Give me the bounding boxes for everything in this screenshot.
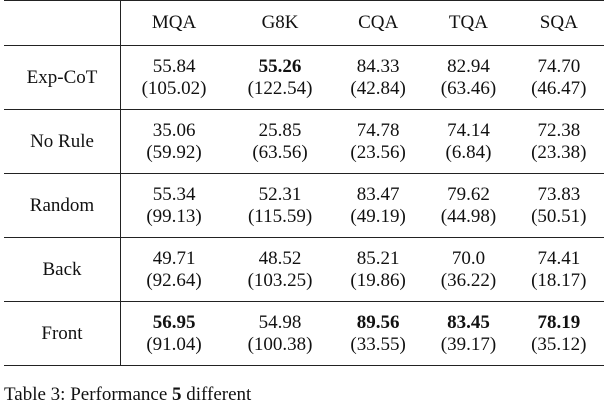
- row-label: Front: [4, 301, 121, 366]
- score: 83.47: [356, 183, 400, 205]
- cell: 89.56 (33.55): [332, 301, 424, 366]
- cell: 79.62 (44.98): [423, 173, 514, 238]
- length: (122.54): [247, 77, 313, 99]
- score: 89.56: [356, 311, 400, 333]
- score: 74.41: [537, 247, 581, 269]
- cell: 35.06 (59.92): [120, 109, 228, 174]
- score: 52.31: [258, 183, 302, 205]
- cell: 72.38 (23.38): [513, 109, 604, 174]
- score: 78.19: [537, 311, 581, 333]
- table-row: Random 55.34 (99.13) 52.31 (115.59) 83.47 (49.…: [4, 173, 604, 238]
- cell: 74.41 (18.17): [513, 237, 604, 302]
- row-label: No Rule: [4, 109, 121, 174]
- length: (63.46): [440, 77, 497, 99]
- length: (44.98): [440, 205, 497, 227]
- length: (59.92): [146, 141, 202, 163]
- caption-prefix: Table 3: Performance: [4, 384, 168, 400]
- cell: 74.14 (6.84): [423, 109, 514, 174]
- score: 74.78: [356, 119, 400, 141]
- length: (35.12): [531, 333, 587, 355]
- cell: 73.83 (50.51): [513, 173, 604, 238]
- column-header: MQA: [120, 0, 228, 46]
- length: (33.55): [350, 333, 406, 355]
- score: 35.06: [152, 119, 196, 141]
- score: 74.70: [537, 55, 581, 77]
- column-header: SQA: [513, 0, 604, 46]
- table-body: Exp-CoT 55.84 (105.02) 55.26 (122.54) 84.33 (4…: [4, 45, 604, 366]
- cell: 56.95 (91.04): [120, 301, 228, 366]
- cell: 52.31 (115.59): [227, 173, 333, 238]
- column-header: TQA: [423, 0, 514, 46]
- length: (6.84): [445, 141, 492, 163]
- cell: 83.47 (49.19): [332, 173, 424, 238]
- row-label: Random: [4, 173, 121, 238]
- score: 85.21: [356, 247, 400, 269]
- score: 55.26: [258, 55, 302, 77]
- score: 56.95: [152, 311, 196, 333]
- score: 84.33: [356, 55, 400, 77]
- length: (49.19): [350, 205, 406, 227]
- score: 25.85: [258, 119, 302, 141]
- score: 74.14: [447, 119, 490, 141]
- cell: 83.45 (39.17): [423, 301, 514, 366]
- cell: 55.26 (122.54): [227, 45, 333, 110]
- table-row: Exp-CoT 55.84 (105.02) 55.26 (122.54) 84.33 (4…: [4, 45, 604, 110]
- row-label: Exp-CoT: [4, 45, 121, 110]
- caption-bold: 5: [172, 384, 182, 400]
- length: (105.02): [141, 77, 207, 99]
- cell: 78.19 (35.12): [513, 301, 604, 366]
- length: (19.86): [350, 269, 406, 291]
- table-row: No Rule 35.06 (59.92) 25.85 (63.56) 74.78 (23.…: [4, 109, 604, 174]
- table-row: Front 56.95 (91.04) 54.98 (100.38) 89.56 (33.5…: [4, 301, 604, 366]
- length: (50.51): [531, 205, 587, 227]
- caption: Table 3: Performance 5 different: [4, 384, 251, 400]
- table-row: Back 49.71 (92.64) 48.52 (103.25) 85.21 (19.86…: [4, 237, 604, 302]
- length: (42.84): [350, 77, 406, 99]
- cell: 54.98 (100.38): [227, 301, 333, 366]
- length: (46.47): [531, 77, 587, 99]
- length: (23.38): [531, 141, 587, 163]
- cell: 74.78 (23.56): [332, 109, 424, 174]
- score: 82.94: [447, 55, 490, 77]
- length: (91.04): [146, 333, 202, 355]
- score: 49.71: [152, 247, 196, 269]
- cell: 55.84 (105.02): [120, 45, 228, 110]
- column-header: CQA: [332, 0, 424, 46]
- cell: 82.94 (63.46): [423, 45, 514, 110]
- score: 70.0: [451, 247, 486, 269]
- score: 79.62: [447, 183, 490, 205]
- corner-cell: [4, 0, 121, 46]
- length: (36.22): [440, 269, 497, 291]
- score: 73.83: [537, 183, 581, 205]
- row-label: Back: [4, 237, 121, 302]
- length: (115.59): [247, 205, 313, 227]
- caption-rest: different: [186, 384, 252, 400]
- cell: 84.33 (42.84): [332, 45, 424, 110]
- length: (18.17): [531, 269, 587, 291]
- score: 55.84: [152, 55, 196, 77]
- cell: 70.0 (36.22): [423, 237, 514, 302]
- score: 72.38: [537, 119, 581, 141]
- length: (23.56): [350, 141, 406, 163]
- cell: 85.21 (19.86): [332, 237, 424, 302]
- length: (103.25): [247, 269, 313, 291]
- header-row: MQA G8K CQA TQA SQA: [4, 0, 604, 46]
- column-header: G8K: [227, 0, 333, 46]
- length: (39.17): [440, 333, 497, 355]
- length: (92.64): [146, 269, 202, 291]
- cell: 74.70 (46.47): [513, 45, 604, 110]
- score: 48.52: [258, 247, 302, 269]
- cell: 25.85 (63.56): [227, 109, 333, 174]
- score: 54.98: [258, 311, 302, 333]
- length: (99.13): [146, 205, 202, 227]
- cell: 49.71 (92.64): [120, 237, 228, 302]
- length: (100.38): [247, 333, 313, 355]
- length: (63.56): [252, 141, 308, 163]
- cell: 48.52 (103.25): [227, 237, 333, 302]
- score: 83.45: [447, 311, 490, 333]
- cell: 55.34 (99.13): [120, 173, 228, 238]
- score: 55.34: [152, 183, 196, 205]
- results-table: MQA G8K CQA TQA SQA Exp-CoT 55.84 (105.02) 55.2…: [4, 0, 604, 366]
